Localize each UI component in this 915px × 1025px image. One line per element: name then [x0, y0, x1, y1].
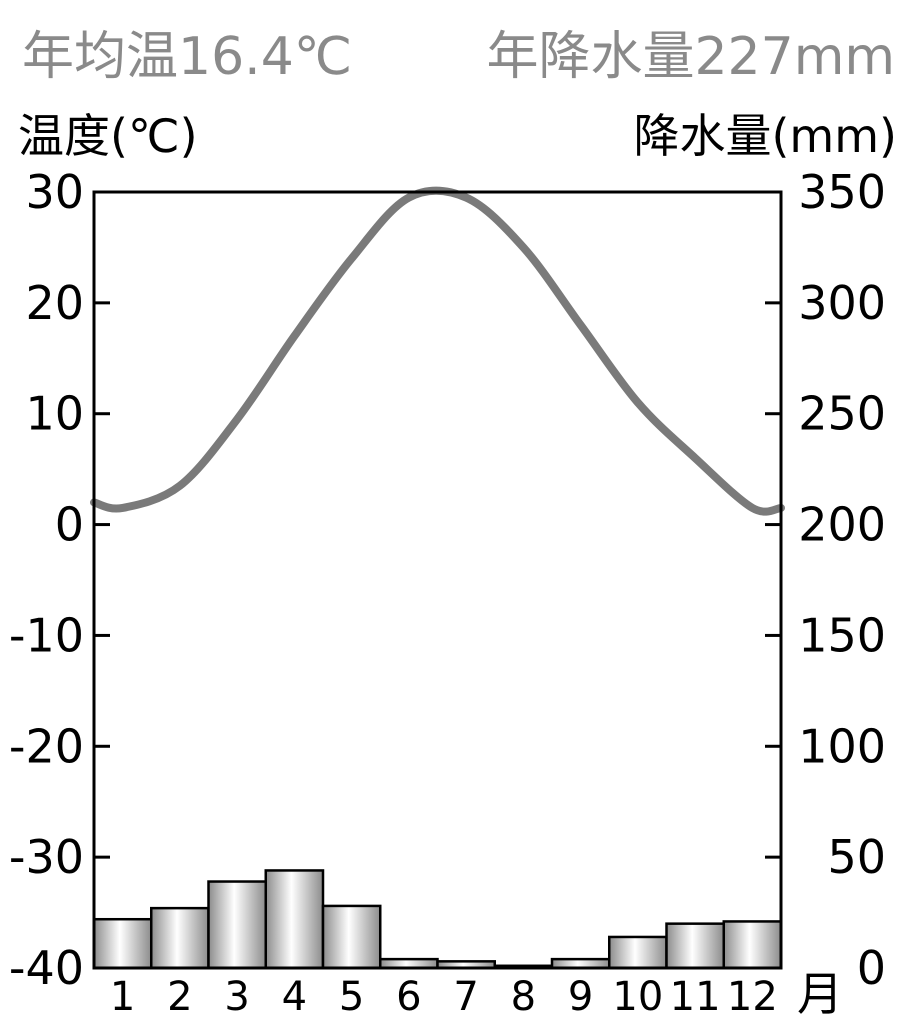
temperature-line-layer — [90, 186, 785, 516]
precipitation-bar — [150, 906, 210, 970]
precipitation-tick-label: 200 — [798, 498, 886, 552]
precipitation-bar — [665, 922, 725, 970]
month-label: 7 — [453, 974, 478, 1020]
precipitation-bar — [321, 904, 382, 970]
month-label: 1 — [110, 974, 135, 1020]
precipitation-bars — [92, 869, 783, 970]
month-unit-label: 月 — [797, 967, 843, 1021]
precipitation-axis: 350 300 250 200 150 100 50 0 — [765, 165, 886, 995]
precipitation-tick-label: 350 — [798, 165, 886, 219]
precipitation-bar — [92, 917, 153, 970]
precipitation-axis-label: 降水量(mm) — [633, 109, 897, 163]
precipitation-tick-label: 150 — [798, 608, 886, 662]
month-label: 9 — [568, 974, 593, 1020]
month-axis: 1 2 3 4 5 6 7 8 9 10 11 12 — [110, 974, 778, 1020]
annual-precipitation-title: 年降水量227mm — [486, 27, 895, 87]
precipitation-tick-label: 50 — [827, 830, 886, 884]
month-label: 2 — [167, 974, 192, 1020]
precipitation-bar — [264, 869, 325, 970]
precipitation-tick-label: 100 — [798, 719, 886, 773]
temperature-tick-label: 0 — [55, 498, 84, 552]
temperature-tick-label: -10 — [9, 608, 84, 662]
temperature-axis-label: 温度(℃) — [18, 109, 198, 163]
temperature-tick-label: 10 — [25, 387, 84, 441]
precipitation-tick-label: 0 — [857, 941, 886, 995]
temperature-tick-label: 20 — [25, 276, 84, 330]
plot-frame — [92, 190, 783, 970]
month-label: 11 — [670, 974, 721, 1020]
month-label: 4 — [282, 974, 307, 1020]
month-label: 12 — [727, 974, 778, 1020]
precipitation-bar — [608, 935, 668, 970]
precipitation-tick-label: 250 — [798, 387, 886, 441]
month-label: 5 — [339, 974, 364, 1020]
temperature-tick-label: -40 — [9, 941, 84, 995]
temperature-tick-label: -20 — [9, 719, 84, 773]
month-label: 8 — [511, 974, 536, 1020]
precipitation-bar — [207, 880, 267, 970]
month-label: 10 — [612, 974, 663, 1020]
month-label: 3 — [224, 974, 249, 1020]
temperature-line — [90, 186, 785, 516]
annual-temperature-title: 年均温16.4℃ — [22, 27, 352, 87]
temperature-axis: 30 20 10 0 -10 -20 -30 -40 — [9, 165, 110, 995]
month-label: 6 — [396, 974, 421, 1020]
precipitation-bar — [722, 920, 783, 970]
temperature-tick-label: 30 — [25, 165, 84, 219]
temperature-tick-label: -30 — [9, 830, 84, 884]
precipitation-tick-label: 300 — [798, 276, 886, 330]
